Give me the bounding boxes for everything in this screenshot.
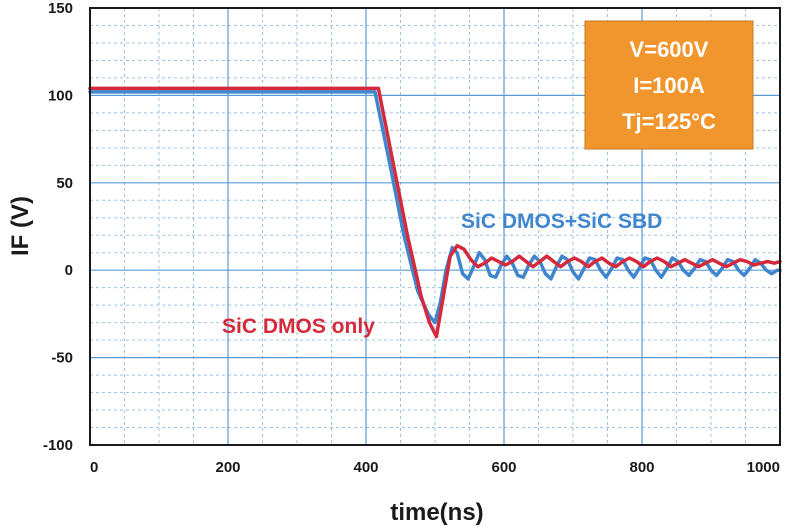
y-tick-label: 0 [65, 262, 73, 279]
y-axis-title: IF (V) [7, 196, 34, 256]
x-tick-labels: 0 200 400 600 800 1000 [90, 459, 780, 476]
series-line-sic-dmos-only [88, 86, 782, 339]
y-tick-label: -50 [51, 350, 73, 367]
x-tick-label: 200 [215, 459, 240, 476]
x-tick-label: 800 [629, 459, 654, 476]
y-tick-label: 100 [48, 87, 73, 104]
series-label-sic-dmos-only: SiC DMOS only [222, 315, 375, 338]
series-label-sic-dmos-sbd: SiC DMOS+SiC SBD [461, 210, 662, 233]
annotation-line-current: I=100A [633, 73, 705, 98]
x-tick-label: 400 [353, 459, 378, 476]
y-tick-label: -100 [43, 437, 73, 454]
annotation-box: V=600V I=100A Tj=125°C [584, 20, 754, 150]
y-tick-label: 150 [48, 0, 73, 17]
y-tick-label: 50 [56, 175, 73, 192]
plot-frame [89, 7, 781, 446]
x-tick-label: 1000 [747, 459, 780, 476]
x-tick-label: 0 [90, 459, 98, 476]
series-layer [88, 86, 782, 339]
y-tick-labels: 150 100 50 0 -50 -100 [43, 0, 73, 454]
annotation-line-temperature: Tj=125°C [622, 109, 716, 134]
series-line-sic-dmos-sic-sbd [88, 90, 782, 325]
x-tick-label: 600 [491, 459, 516, 476]
annotation-line-voltage: V=600V [630, 37, 709, 62]
x-axis-title: time(ns) [390, 499, 483, 526]
